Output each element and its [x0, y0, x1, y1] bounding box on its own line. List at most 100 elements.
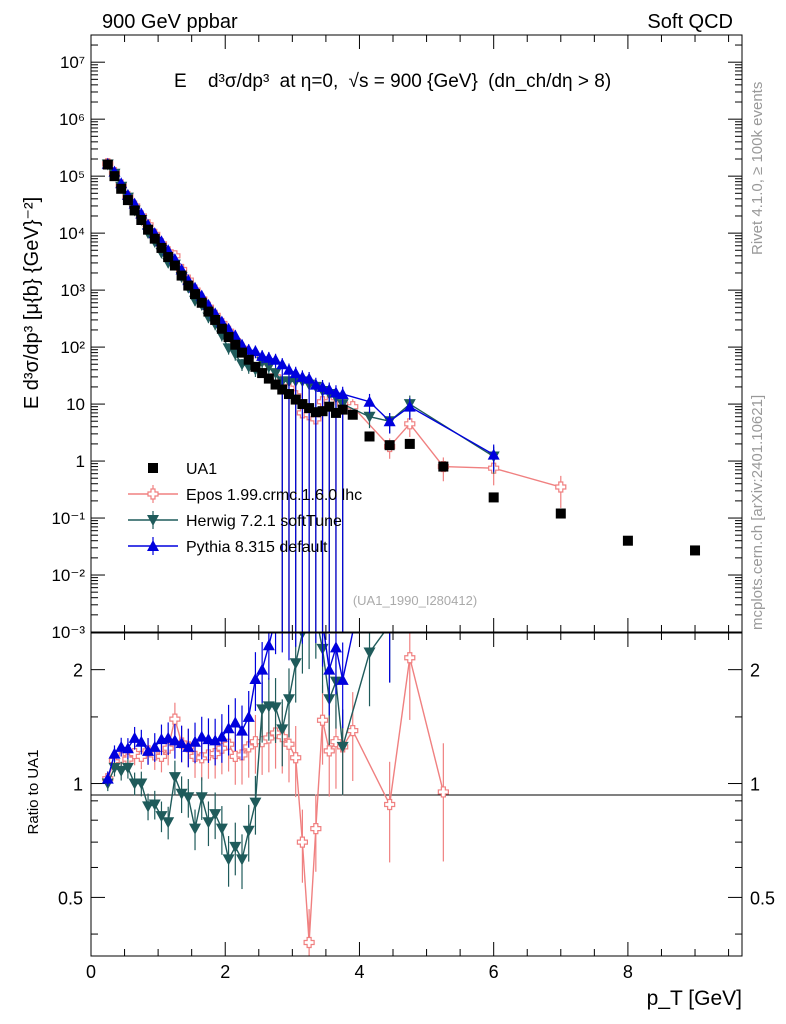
ratio-ylabel: Ratio to UA1	[25, 749, 42, 834]
data-point	[282, 363, 295, 375]
main-title: E d³σ/dp³ at η=0, √s = 900 {GeV} (dn_ch/…	[174, 71, 611, 92]
title-cut: (dn_ch/dη > 8)	[488, 71, 611, 92]
legend-label: UA1	[186, 461, 217, 478]
data-point	[336, 388, 349, 400]
ratio-y-tick-label: 0.5	[58, 888, 83, 908]
ratio-point	[363, 647, 376, 659]
ratio-point	[162, 731, 175, 743]
y-tick-label: 10²	[60, 338, 85, 357]
ratio-point	[404, 652, 416, 664]
mcplots-label: mcplots.cern.ch [arXiv:2401.10621]	[749, 395, 766, 630]
ratio-point	[155, 750, 168, 762]
data-point	[303, 372, 316, 384]
data-point	[310, 407, 321, 418]
y-tick-label: 10⁻³	[51, 623, 85, 642]
ratio-point	[175, 736, 188, 748]
data-point	[136, 214, 147, 225]
ratio-point	[215, 730, 228, 742]
xlabel: p_T [GeV]	[647, 987, 742, 1010]
data-point	[404, 418, 416, 430]
ratio-point	[189, 823, 202, 835]
series-0	[102, 159, 701, 556]
data-point	[223, 332, 234, 343]
data-point	[316, 380, 329, 392]
data-point	[324, 401, 335, 412]
data-point	[129, 205, 140, 216]
ratio-point	[128, 731, 141, 743]
ratio-point	[242, 825, 255, 837]
y-tick-label: 10⁻¹	[51, 509, 85, 528]
legend: UA1 Epos 1.99.crmc.1.6.0 lhc Herwig 7.2.1 …	[128, 461, 362, 556]
title-condition: at η=0,	[280, 71, 339, 92]
ratio-point	[236, 724, 249, 736]
legend-marker	[147, 540, 159, 551]
data-point	[555, 481, 567, 493]
ratio-point	[209, 734, 222, 746]
legend-label: Epos 1.99.crmc.1.6.0 lhc	[186, 487, 362, 504]
x-tick-label: 8	[623, 962, 633, 982]
data-point	[403, 400, 416, 412]
y-tick-label: 10⁷	[60, 53, 85, 72]
ratio-point	[236, 854, 249, 866]
data-point	[210, 314, 221, 325]
data-point	[269, 353, 282, 365]
data-point	[149, 233, 160, 244]
data-point	[163, 252, 174, 263]
y-tick-label: 10³	[60, 281, 85, 300]
header-left: 900 GeV ppbar	[102, 11, 238, 33]
ratio-point	[229, 716, 242, 728]
data-point	[329, 386, 342, 398]
ratio-point	[437, 786, 449, 798]
ratio-point	[310, 823, 322, 835]
ratio-point	[289, 658, 302, 670]
data-point	[262, 351, 275, 363]
ratio-point	[148, 740, 161, 752]
ratio-point	[256, 704, 269, 716]
data-point	[203, 306, 214, 317]
x-tick-label: 6	[489, 962, 499, 982]
data-point	[109, 171, 120, 182]
data-point	[243, 354, 254, 365]
data-point	[216, 323, 227, 334]
data-point	[256, 349, 269, 361]
data-point	[176, 270, 187, 281]
ratio-point	[269, 702, 282, 714]
ratio-point	[282, 694, 295, 706]
ratio-point	[168, 734, 181, 746]
ratio-point	[101, 772, 114, 784]
y-tick-label: 10⁴	[59, 224, 85, 243]
data-point	[297, 399, 308, 410]
y-tick-label: 10⁵	[59, 167, 85, 186]
data-point	[196, 297, 207, 308]
data-point	[230, 339, 241, 350]
data-point	[122, 195, 133, 206]
x-tick-label: 0	[86, 962, 96, 982]
data-point	[156, 242, 167, 253]
data-point	[257, 368, 268, 379]
data-point	[384, 440, 395, 451]
data-point	[363, 411, 376, 423]
legend-item: Pythia 8.315 default	[128, 537, 328, 556]
ratio-point	[276, 724, 289, 736]
x-tick-label: 2	[220, 962, 230, 982]
ratio-y-tick-label-right: 1	[750, 775, 760, 795]
y-tick-label: 10	[66, 395, 85, 414]
ratio-point	[316, 714, 329, 726]
rivet-label: Rivet 4.1.0, ≥ 100k events	[749, 82, 766, 255]
ratio-point	[195, 792, 208, 804]
y-tick-label: 1	[76, 452, 85, 471]
data-point	[383, 415, 396, 427]
ratio-point	[222, 854, 235, 866]
data-point	[330, 407, 341, 418]
ratio-point	[162, 817, 175, 829]
data-point	[190, 289, 201, 300]
ratio-point	[296, 836, 309, 848]
ratio-point	[262, 639, 275, 651]
data-point	[438, 461, 449, 472]
data-point	[283, 389, 294, 400]
y-tick-label: 10⁻²	[51, 566, 85, 585]
ratio-point	[323, 745, 335, 757]
data-point	[102, 159, 113, 170]
ratio-point	[384, 619, 396, 630]
